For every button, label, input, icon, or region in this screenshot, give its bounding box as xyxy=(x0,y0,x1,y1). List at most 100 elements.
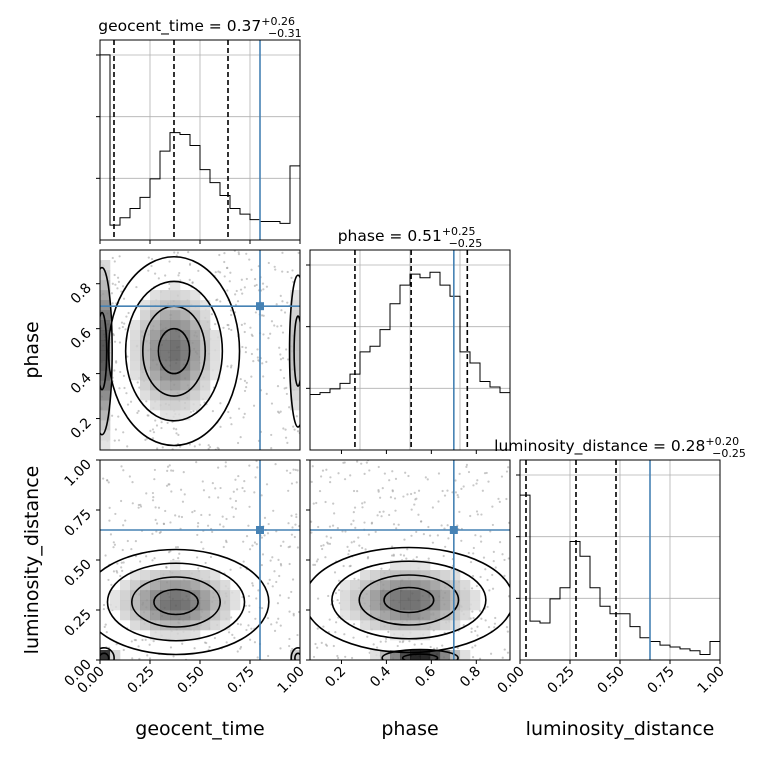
density-cell xyxy=(170,280,181,291)
sample-point xyxy=(285,348,288,351)
density-cell xyxy=(390,620,401,631)
density-cell xyxy=(360,570,371,581)
sample-point xyxy=(384,640,387,643)
sample-point xyxy=(165,484,169,487)
sample-point xyxy=(279,564,283,567)
density-cell xyxy=(150,580,161,591)
hist-step xyxy=(310,271,510,450)
sample-point xyxy=(255,543,258,546)
density-cell xyxy=(160,320,171,331)
density-cell xyxy=(200,310,211,321)
sample-point xyxy=(113,369,116,372)
density-cell xyxy=(200,610,211,621)
sample-point xyxy=(229,416,232,419)
sample-point xyxy=(121,285,125,288)
density-cell xyxy=(160,630,171,641)
sample-point xyxy=(120,566,123,569)
sample-point xyxy=(245,628,248,632)
sample-point xyxy=(294,523,297,526)
sample-point xyxy=(327,542,330,545)
sample-point xyxy=(317,597,320,600)
sample-point xyxy=(377,489,380,492)
sample-point xyxy=(431,541,435,544)
density-cell xyxy=(290,390,300,401)
hist-panel-phase xyxy=(306,249,511,451)
sample-point xyxy=(265,392,268,395)
sample-point xyxy=(214,271,217,274)
density-cell xyxy=(210,610,221,621)
sample-point xyxy=(413,491,416,494)
density-cell xyxy=(100,440,111,450)
sample-point xyxy=(126,355,129,358)
density-cell xyxy=(170,310,181,321)
sample-point xyxy=(390,545,394,548)
sample-point xyxy=(458,472,461,476)
density-cell xyxy=(190,320,201,331)
x-tick-label: 0.75 xyxy=(224,664,257,697)
sample-point xyxy=(296,546,299,549)
sample-point xyxy=(382,510,385,513)
density-cell xyxy=(190,610,201,621)
sample-point xyxy=(252,360,255,363)
sample-point xyxy=(144,638,147,641)
sample-point xyxy=(219,271,222,274)
sample-point xyxy=(480,513,483,516)
sample-point xyxy=(253,491,256,494)
density-cell xyxy=(180,370,191,381)
sample-point xyxy=(404,471,407,474)
sample-point xyxy=(148,657,152,660)
sample-point xyxy=(406,548,409,551)
density-cell xyxy=(100,310,111,321)
sample-point xyxy=(289,471,292,475)
sample-point xyxy=(482,556,486,559)
sample-point xyxy=(243,322,246,325)
sample-point xyxy=(279,294,282,297)
sample-point xyxy=(331,524,335,527)
density-cell xyxy=(460,600,471,611)
sample-point xyxy=(491,573,494,577)
sample-point xyxy=(281,300,284,303)
sample-point xyxy=(311,465,314,468)
sample-point xyxy=(234,478,237,481)
density-cell xyxy=(170,560,181,571)
sample-point xyxy=(295,415,298,418)
sample-point xyxy=(113,439,116,442)
sample-point xyxy=(113,273,116,277)
sample-point xyxy=(407,474,410,478)
density-cell xyxy=(360,600,371,611)
density-cell xyxy=(150,290,161,301)
sample-point xyxy=(233,636,236,639)
sample-point xyxy=(334,592,338,595)
sample-point xyxy=(243,412,246,415)
sample-point xyxy=(210,313,214,316)
sample-point xyxy=(337,472,340,475)
sample-point xyxy=(128,475,131,478)
sample-point xyxy=(196,525,199,528)
sample-point xyxy=(277,617,280,620)
density-cell xyxy=(290,340,300,351)
sample-point xyxy=(284,436,288,439)
density-cell xyxy=(210,600,221,611)
sample-point xyxy=(441,644,444,647)
sample-point xyxy=(379,640,382,643)
sample-point xyxy=(208,445,212,449)
density-cell xyxy=(130,570,141,581)
sample-point xyxy=(471,656,475,659)
sample-point xyxy=(168,282,171,286)
sample-point xyxy=(419,520,423,523)
density-cell xyxy=(450,620,461,631)
density-cell xyxy=(170,600,181,611)
sample-point xyxy=(450,568,453,571)
sample-point xyxy=(507,595,510,598)
density-cell xyxy=(420,610,431,621)
sample-point xyxy=(200,541,203,544)
sample-point xyxy=(437,472,441,475)
sample-point xyxy=(110,292,114,295)
contour-line xyxy=(294,652,300,660)
density-cell xyxy=(220,600,231,611)
sample-point xyxy=(267,261,270,265)
sample-point xyxy=(211,409,215,413)
sample-point xyxy=(397,523,400,526)
x-tick-label: 0.8 xyxy=(457,664,484,691)
sample-point xyxy=(181,642,184,645)
